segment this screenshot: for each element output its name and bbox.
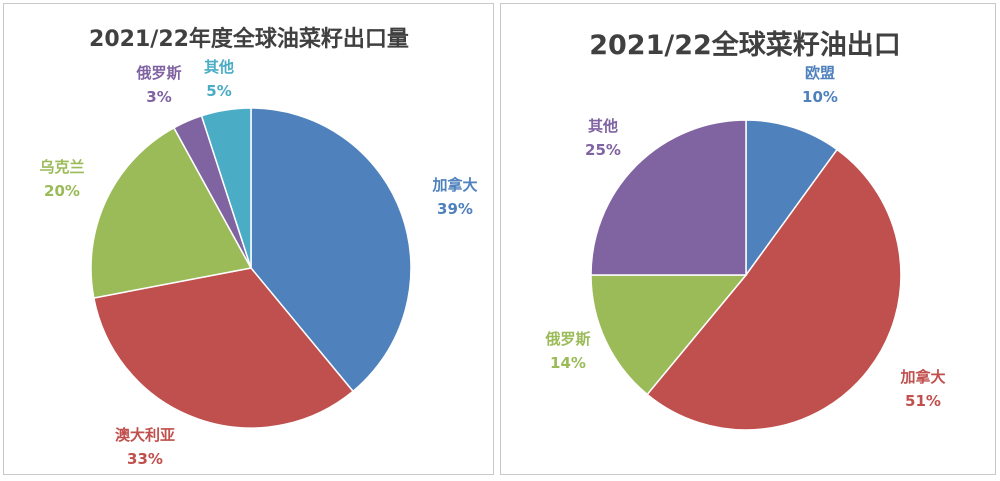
pie-slice xyxy=(646,148,902,431)
slice-value: 3% xyxy=(146,88,171,106)
slice-label: 乌克兰 xyxy=(39,158,84,176)
slice-value: 20% xyxy=(44,182,80,200)
slice-label: 加拿大 xyxy=(899,368,945,386)
slice-label: 俄罗斯 xyxy=(135,64,181,82)
pie-slice xyxy=(92,267,355,429)
slice-value: 5% xyxy=(206,82,231,100)
slice-value: 39% xyxy=(437,200,473,218)
chart-panel-seed-export: 2021/22年度全球油菜籽出口量 加拿大 39% 澳大利亚 33% 乌克兰 20% 俄罗斯… xyxy=(3,3,494,475)
slice-value: 51% xyxy=(905,392,941,410)
pie-slice xyxy=(200,107,252,269)
pie-chart-seed-export: 2021/22年度全球油菜籽出口量 加拿大 39% 澳大利亚 33% 乌克兰 20% 俄罗斯… xyxy=(39,26,477,468)
slice-label: 其他 xyxy=(588,117,618,135)
slice-label: 俄罗斯 xyxy=(544,330,590,348)
pie-slice xyxy=(590,274,748,396)
pie-slice xyxy=(250,107,412,393)
slice-value: 10% xyxy=(802,88,838,106)
chart-title: 2021/22年度全球油菜籽出口量 xyxy=(89,26,409,52)
pie-slice xyxy=(745,119,839,278)
chart-title: 2021/22全球菜籽油出口 xyxy=(589,29,901,61)
slice-label: 欧盟 xyxy=(805,64,835,82)
slice-value: 25% xyxy=(585,141,621,159)
pie-chart-oil-export: 2021/22全球菜籽油出口 欧盟 10% 加拿大 51% 俄罗斯 14% 其他 25% xyxy=(544,29,946,431)
chart-panel-oil-export: 2021/22全球菜籽油出口 欧盟 10% 加拿大 51% 俄罗斯 14% 其他 25% xyxy=(500,3,996,475)
slice-value: 33% xyxy=(127,450,163,468)
pie-slice xyxy=(90,126,253,299)
pie-slice xyxy=(590,119,747,276)
slice-label: 加拿大 xyxy=(431,176,477,194)
slice-label: 其他 xyxy=(204,58,234,76)
slice-value: 14% xyxy=(550,354,586,372)
slice-label: 澳大利亚 xyxy=(115,426,175,444)
